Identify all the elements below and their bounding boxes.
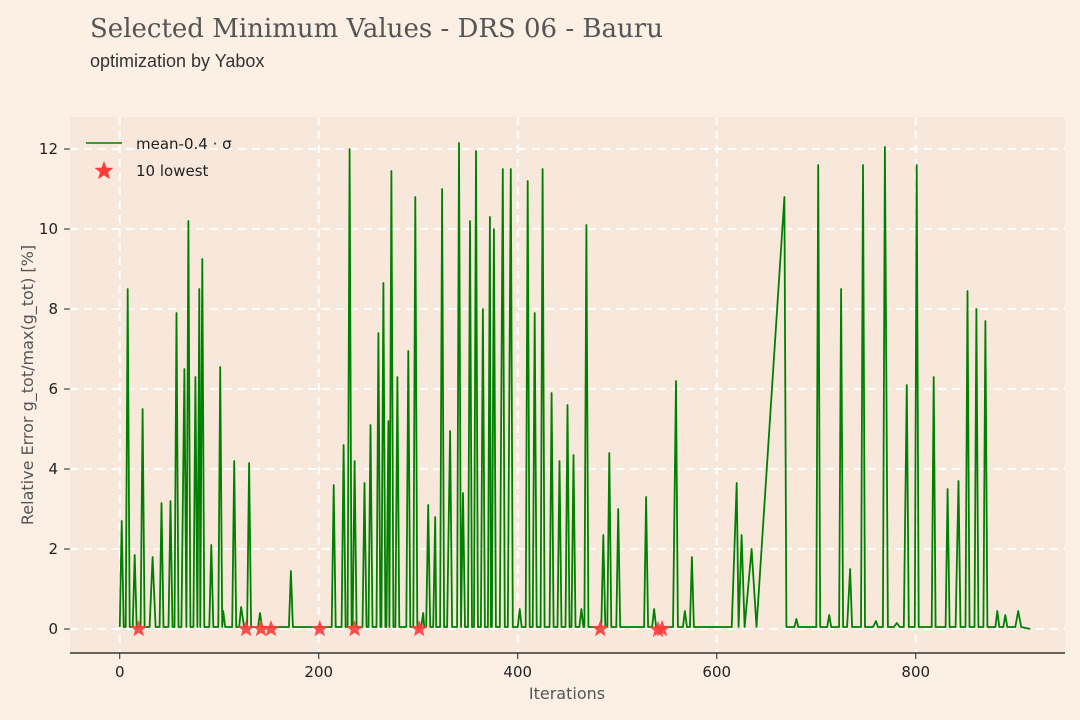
legend-star-swatch <box>94 161 114 180</box>
lowest-point-marker <box>653 620 671 637</box>
legend-label-line: mean-0.4 · σ <box>136 135 232 153</box>
series-line <box>118 142 1031 630</box>
y-tick-label: 4 <box>48 460 58 478</box>
series-layer <box>118 142 1031 630</box>
x-tick-label: 800 <box>901 663 930 681</box>
y-tick-label: 2 <box>48 540 58 558</box>
x-tick-label: 400 <box>503 663 532 681</box>
lowest-point-marker <box>262 620 280 637</box>
y-axis-label: Relative Error g_tot/max(g_tot) [%] <box>18 245 38 525</box>
y-tick-label: 6 <box>48 380 58 398</box>
chart-title: Selected Minimum Values - DRS 06 - Bauru <box>90 14 663 44</box>
chart-subtitle: optimization by Yabox <box>90 51 265 71</box>
lowest-point-marker <box>130 620 148 637</box>
lowest-point-marker <box>252 620 270 637</box>
x-tick-label: 200 <box>304 663 333 681</box>
y-tick-label: 0 <box>48 620 58 638</box>
lowest-point-marker <box>591 620 609 637</box>
x-tick-label: 0 <box>115 663 125 681</box>
grid <box>70 117 1065 653</box>
y-tick-label: 8 <box>48 300 58 318</box>
ticks: 0 2 4 6 8 10 12 0 200 400 600 800 <box>39 140 930 681</box>
legend-label-markers: 10 lowest <box>136 162 209 180</box>
lowest-point-marker <box>410 620 428 637</box>
y-tick-label: 12 <box>39 140 58 158</box>
x-tick-label: 600 <box>702 663 731 681</box>
legend: mean-0.4 · σ 10 lowest <box>86 135 232 180</box>
lowest-point-marker <box>311 620 329 637</box>
y-tick-label: 10 <box>39 220 58 238</box>
marker-layer <box>130 620 671 638</box>
lowest-point-marker <box>346 620 364 637</box>
x-axis-label: Iterations <box>529 684 605 703</box>
lowest-point-marker <box>237 620 255 637</box>
